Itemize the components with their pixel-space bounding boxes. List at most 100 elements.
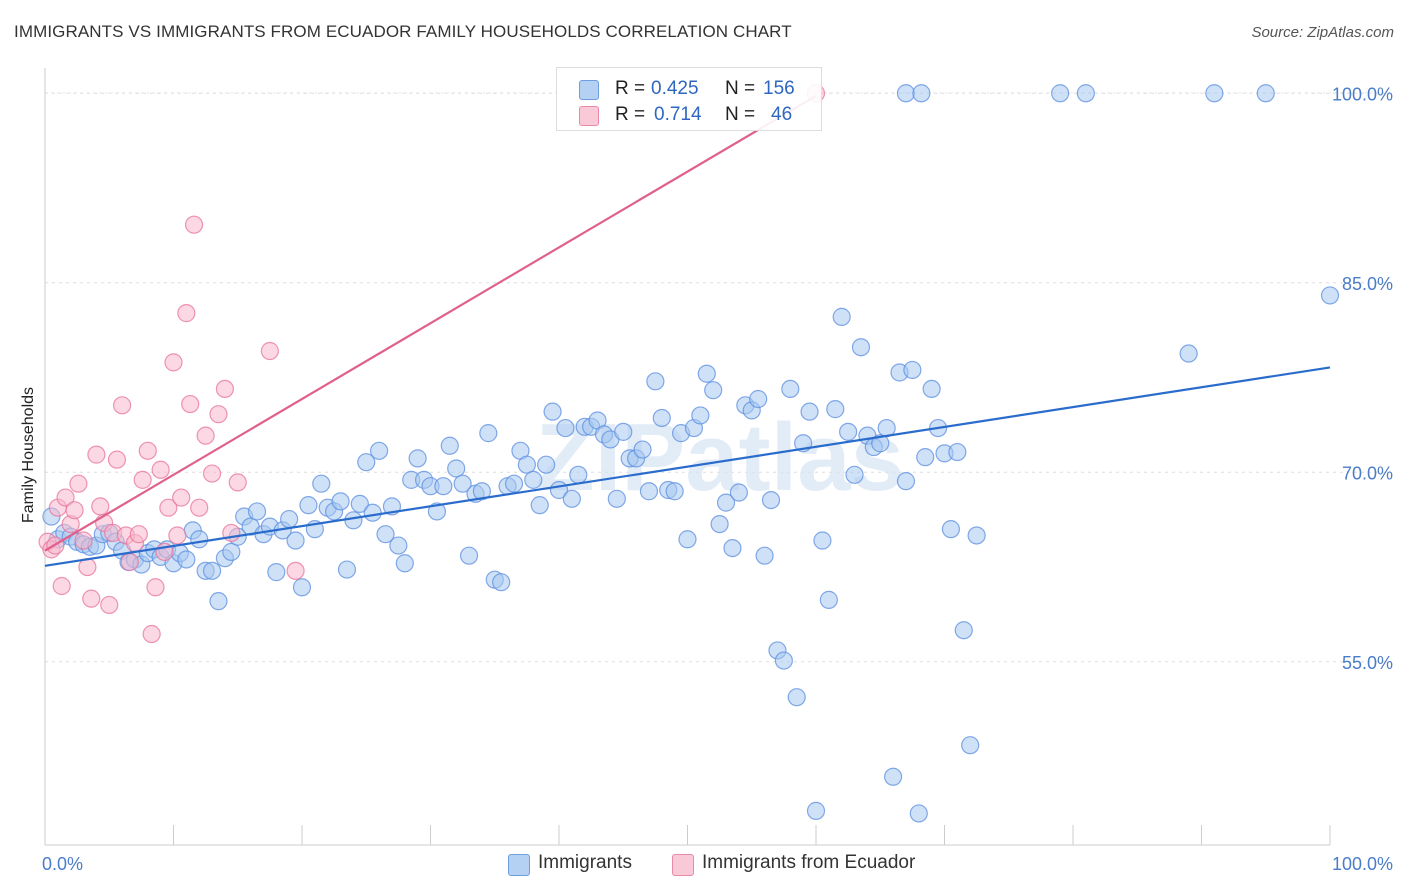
immigrants-point [1179, 344, 1198, 363]
immigrants-point [524, 470, 543, 489]
immigrants-point [633, 440, 652, 459]
ecuador-point [74, 531, 93, 550]
legend-r-label: R = [615, 104, 646, 125]
immigrants-point [704, 381, 723, 400]
immigrants-point [832, 307, 851, 326]
bottom-legend-label: Immigrants [538, 852, 632, 873]
immigrants-point [639, 482, 659, 501]
legend-swatch-ecuador [579, 106, 599, 126]
immigrants-point [286, 531, 305, 550]
immigrants-point [691, 406, 710, 425]
ecuador-trend-line [44, 94, 817, 552]
trend-lines [44, 94, 1331, 567]
immigrants-point [337, 560, 357, 579]
immigrants-point [652, 408, 671, 428]
immigrants-point [851, 338, 871, 357]
ecuador-point [120, 552, 139, 572]
immigrants-point [247, 502, 267, 521]
ecuador-point [168, 526, 187, 545]
immigrants-point [922, 379, 941, 399]
legend-row-ecuador: R = 0.714 N = 46 [557, 102, 821, 128]
immigrants-point [312, 474, 331, 493]
immigrants-point [967, 526, 986, 545]
ecuador-point [181, 394, 200, 414]
immigrants-point [177, 550, 196, 569]
immigrants-point [941, 520, 961, 539]
immigrants-point [954, 621, 973, 640]
ecuador-point [164, 353, 183, 372]
immigrants-point [517, 455, 536, 474]
ecuador-point [228, 473, 247, 492]
immigrants-point [190, 530, 209, 549]
immigrants-point [350, 494, 369, 513]
ecuador-point [172, 488, 191, 507]
immigrants-point [427, 502, 447, 521]
ecuador-points [38, 84, 826, 644]
immigrants-point [903, 360, 922, 380]
immigrants-point [948, 442, 967, 462]
immigrants-point [845, 465, 864, 484]
ecuador-point [184, 215, 204, 234]
immigrants-point [331, 492, 350, 511]
immigrants-point [280, 509, 299, 529]
immigrants-point [504, 474, 524, 493]
immigrants-point [896, 472, 916, 491]
immigrants-point [389, 536, 408, 555]
immigrants-point [909, 804, 928, 823]
immigrants-point [447, 459, 466, 478]
immigrants-point [1320, 286, 1340, 305]
immigrants-point [729, 483, 749, 502]
ecuador-point [129, 525, 148, 544]
immigrants-point [813, 531, 832, 550]
ecuador-point [91, 497, 110, 516]
ecuador-point [138, 441, 157, 460]
immigrants-trend-line [44, 366, 1331, 567]
immigrants-point [492, 573, 511, 592]
immigrants-point [472, 482, 491, 501]
immigrants-point [781, 379, 800, 399]
immigrants-point [787, 688, 806, 707]
ecuador-point [286, 561, 305, 580]
immigrants-point [806, 801, 826, 820]
immigrants-point [761, 490, 781, 510]
immigrants-point [408, 449, 427, 468]
ecuador-point [56, 488, 75, 507]
grid-lines [45, 92, 1390, 663]
legend-r-value: 0.714 [654, 104, 702, 125]
ecuador-point [159, 498, 178, 517]
immigrants-point [710, 514, 729, 534]
ecuador-point [52, 576, 71, 596]
immigrants-point [749, 389, 768, 409]
immigrants-point [376, 525, 395, 544]
y-tick-label: 85.0% [1342, 274, 1393, 294]
immigrants-point [292, 578, 312, 597]
ecuador-point [100, 595, 119, 615]
ecuador-point [107, 450, 127, 469]
axes [44, 68, 1331, 846]
ecuador-point [146, 578, 165, 597]
immigrants-point [459, 546, 479, 565]
ecuador-point [215, 379, 234, 399]
immigrants-point [665, 482, 684, 501]
immigrants-point [440, 436, 459, 455]
legend-n-value: 156 [763, 78, 795, 99]
immigrants-point [1256, 84, 1275, 103]
immigrants-point [839, 422, 858, 441]
legend-r-label: R = [615, 78, 646, 99]
immigrants-point [819, 590, 838, 609]
immigrants-point [716, 493, 736, 512]
x-tick-label: 0.0% [42, 854, 83, 874]
immigrants-point [556, 418, 575, 438]
immigrants-point [479, 424, 498, 443]
immigrants-points [42, 84, 1340, 823]
immigrants-point [800, 402, 819, 421]
legend-swatch-immigrants [579, 80, 599, 100]
immigrants-point [530, 496, 549, 515]
tick-labels: 55.0% 70.0% 85.0% 100.0% 0.0% 100.0% [42, 84, 1393, 874]
immigrants-point [896, 84, 916, 103]
immigrants-point [569, 465, 588, 484]
immigrants-point [607, 489, 626, 508]
ecuador-point [82, 589, 101, 608]
immigrants-point [916, 448, 935, 467]
